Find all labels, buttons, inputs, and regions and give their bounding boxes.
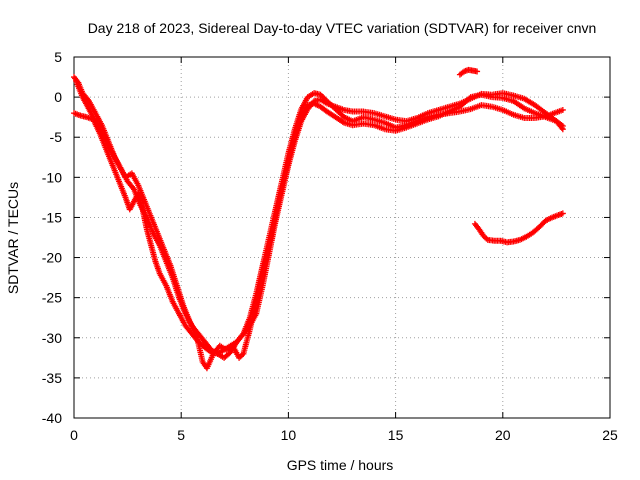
data-point (558, 124, 565, 131)
y-tick-label: 5 (54, 49, 62, 65)
data-point (129, 185, 136, 192)
data-point (466, 95, 473, 102)
data-points (71, 66, 566, 372)
y-tick-label: -20 (42, 250, 62, 266)
x-tick-label: 0 (70, 427, 78, 443)
chart-title: Day 218 of 2023, Sidereal Day-to-day VTE… (88, 20, 597, 36)
y-tick-label: -30 (42, 330, 62, 346)
series-segment-d (456, 66, 481, 78)
plot-frame (73, 56, 611, 419)
data-point (559, 210, 566, 217)
x-axis-label: GPS time / hours (287, 457, 394, 473)
x-tick-label: 10 (281, 427, 297, 443)
series-track-c (73, 78, 566, 372)
y-axis-label: SDTVAR / TECUs (5, 182, 21, 294)
y-tick-label: -40 (42, 410, 62, 426)
y-tick-label: -25 (42, 290, 62, 306)
axis-ticks: 0 5 10 15 20 25 -40 -35 -30 -25 -20 -15 -10 -5 0 5 (42, 49, 618, 443)
x-tick-label: 15 (388, 427, 404, 443)
x-tick-label: 25 (602, 427, 618, 443)
x-tick-label: 20 (495, 427, 511, 443)
y-tick-label: -15 (42, 209, 62, 225)
data-point (474, 68, 481, 75)
y-tick-label: -5 (50, 129, 63, 145)
y-tick-label: -35 (42, 370, 62, 386)
y-tick-label: 0 (54, 89, 62, 105)
series-track-b (71, 90, 566, 357)
x-tick-label: 5 (177, 427, 185, 443)
series-segment-e (471, 210, 566, 246)
y-tick-label: -10 (42, 169, 62, 185)
data-point (559, 126, 566, 133)
data-point (559, 106, 566, 113)
